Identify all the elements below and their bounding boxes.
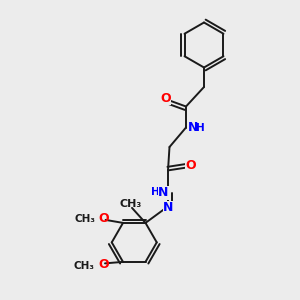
Text: H: H: [196, 123, 204, 134]
Text: CH₃: CH₃: [119, 199, 142, 209]
Text: H: H: [151, 187, 160, 197]
Text: N: N: [158, 186, 169, 200]
Text: O: O: [98, 258, 109, 272]
Text: N: N: [163, 201, 173, 214]
Text: O: O: [160, 92, 171, 105]
Text: O: O: [185, 159, 196, 172]
Text: N: N: [188, 121, 198, 134]
Text: O: O: [99, 212, 110, 225]
Text: CH₃: CH₃: [74, 261, 95, 271]
Text: CH₃: CH₃: [74, 214, 95, 224]
